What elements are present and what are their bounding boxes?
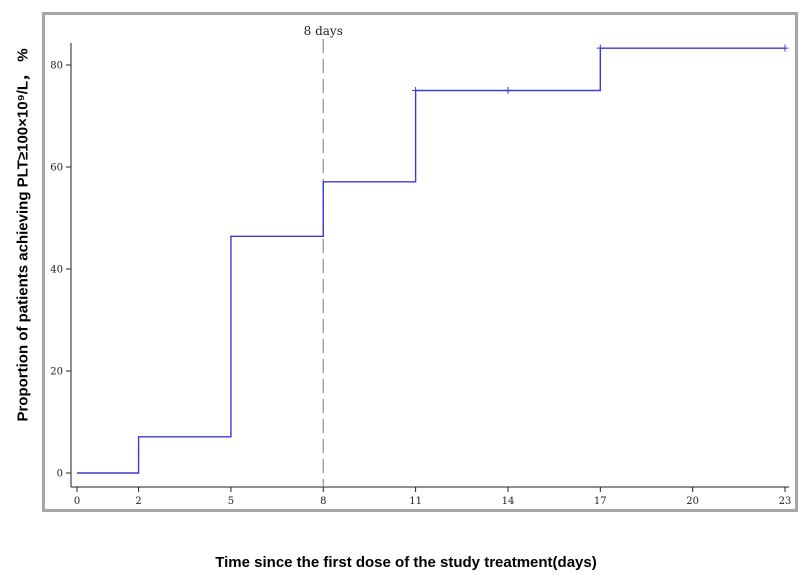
x-tick-label: 2: [135, 496, 141, 507]
x-tick-label: 17: [594, 496, 607, 507]
x-axis-title: Time since the first dose of the study t…: [215, 554, 597, 571]
chart-plot: 0 2 5 8 11 14 17 20 23 0 20 40 60 80 8 days: [50, 24, 791, 507]
censor-mark: [412, 87, 420, 94]
series-step-line: [77, 47, 785, 474]
censor-mark: [781, 44, 789, 52]
y-tick-label: 0: [57, 469, 63, 480]
y-tick-label: 40: [50, 265, 63, 276]
chart-frame: 0 2 5 8 11 14 17 20 23 0 20 40 60 80 8 days: [42, 12, 798, 512]
y-tick-label: 80: [50, 61, 63, 72]
x-tick-label: 5: [228, 496, 234, 507]
x-tick-label: 20: [686, 496, 699, 507]
reference-line-label: 8 days: [304, 24, 343, 38]
x-tick-label: 11: [409, 496, 422, 507]
y-tick-label: 20: [50, 367, 63, 378]
x-tick-label: 8: [320, 496, 326, 507]
censor-mark: [504, 87, 512, 94]
y-axis-title: Proportion of patients achieving PLT≥100…: [14, 48, 32, 422]
y-tick-label: 60: [50, 163, 63, 174]
annotations: 8 days: [304, 24, 343, 487]
censor-mark: [596, 44, 604, 52]
x-tick-label: 23: [779, 496, 792, 507]
series-group: [77, 44, 789, 474]
x-tick-label: 14: [502, 496, 515, 507]
x-tick-label: 0: [74, 496, 80, 507]
axes: 0 2 5 8 11 14 17 20 23 0 20 40 60 80: [50, 43, 791, 507]
